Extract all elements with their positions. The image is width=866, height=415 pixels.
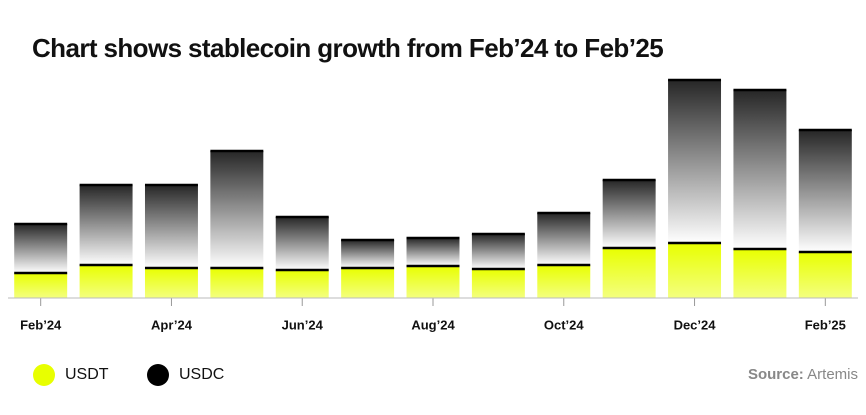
bar-segment xyxy=(798,252,852,298)
x-tick-label: Dec’24 xyxy=(674,317,717,332)
x-tick-label: Aug’24 xyxy=(411,317,455,332)
bar-segment xyxy=(79,265,133,298)
bar-segment xyxy=(144,268,198,298)
bar-segment xyxy=(406,266,460,298)
x-tick-label: Oct’24 xyxy=(544,317,585,332)
bar-segment xyxy=(275,270,329,298)
bar-segment xyxy=(537,213,591,265)
legend-label: USDC xyxy=(179,366,224,383)
bar-segment xyxy=(14,273,68,298)
bar-segment xyxy=(144,185,198,268)
bar-segment xyxy=(668,243,722,298)
x-tick-label: Feb’24 xyxy=(20,317,62,332)
x-tick-label: Jun’24 xyxy=(282,317,324,332)
x-tick-label: Apr’24 xyxy=(151,317,193,332)
source-name: Artemis xyxy=(807,366,858,383)
x-tick-label: Feb’25 xyxy=(805,317,846,332)
bar-segment xyxy=(471,269,525,298)
bar-segment xyxy=(537,265,591,298)
legend-label: USDT xyxy=(65,366,109,383)
bar-segment xyxy=(275,217,329,270)
bar-segment xyxy=(471,234,525,269)
bar-segment xyxy=(602,248,656,298)
bar-segment xyxy=(798,130,852,252)
bar-segment xyxy=(733,90,787,249)
bar-segment xyxy=(341,240,395,268)
bar-segment xyxy=(733,249,787,298)
source-label: Source: xyxy=(748,366,804,383)
legend-swatch xyxy=(147,364,169,386)
bar-segment xyxy=(341,268,395,298)
bar-segment xyxy=(14,224,68,273)
bar-segment xyxy=(406,238,460,266)
chart-title: Chart shows stablecoin growth from Feb’2… xyxy=(32,33,663,63)
bar-segment xyxy=(668,80,722,243)
bar-segment xyxy=(210,268,264,298)
source: Source: Artemis xyxy=(748,366,858,383)
bar-segment xyxy=(79,185,133,265)
legend-swatch xyxy=(33,364,55,386)
bar-segment xyxy=(602,180,656,248)
bar-segment xyxy=(210,151,264,268)
